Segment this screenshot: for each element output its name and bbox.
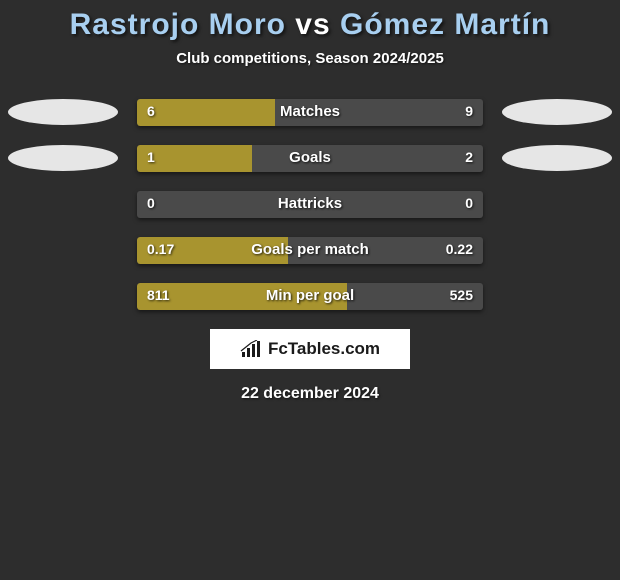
page-title: Rastrojo Moro vs Gómez Martín [0, 0, 620, 42]
stat-bar: 69Matches [137, 99, 483, 126]
title-segment: Gómez Martín [340, 8, 550, 41]
player-shape-right [502, 99, 612, 125]
stat-row: 0.170.22Goals per match [10, 237, 610, 264]
subtitle: Club competitions, Season 2024/2025 [0, 50, 620, 67]
comparison-chart: 69Matches 12Goals 00Hattricks 0.170.22Goals… [0, 99, 620, 310]
date-label: 22 december 2024 [0, 385, 620, 403]
stat-row: 12Goals [10, 145, 610, 172]
brand-badge[interactable]: FcTables.com [210, 329, 410, 369]
stat-label: Matches [137, 103, 483, 120]
title-segment: vs [286, 8, 340, 41]
stat-label: Hattricks [137, 195, 483, 212]
stat-bar: 811525Min per goal [137, 283, 483, 310]
stat-label: Goals [137, 149, 483, 166]
stat-row: 00Hattricks [10, 191, 610, 218]
brand-text: FcTables.com [268, 339, 380, 359]
stat-row: 811525Min per goal [10, 283, 610, 310]
stat-bar: 00Hattricks [137, 191, 483, 218]
stat-bar: 12Goals [137, 145, 483, 172]
player-shape-left [8, 145, 118, 171]
title-segment: Rastrojo Moro [70, 8, 286, 41]
player-shape-right [502, 145, 612, 171]
stat-row: 69Matches [10, 99, 610, 126]
player-shape-left [8, 99, 118, 125]
stat-label: Goals per match [137, 241, 483, 258]
root: Rastrojo Moro vs Gómez Martín Club compe… [0, 0, 620, 580]
bar-chart-icon [240, 340, 262, 358]
stat-label: Min per goal [137, 287, 483, 304]
stat-bar: 0.170.22Goals per match [137, 237, 483, 264]
